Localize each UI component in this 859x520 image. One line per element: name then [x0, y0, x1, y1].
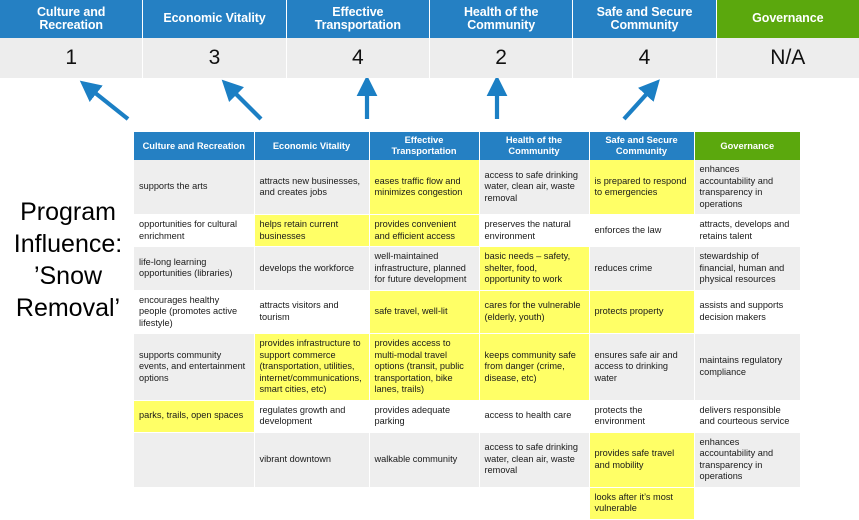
matrix-row: parks, trails, open spaces regulates grow… — [134, 400, 800, 433]
matrix-cell: develops the workforce — [254, 246, 370, 291]
scorecard-score-5: N/A — [770, 46, 806, 69]
matrix-row: opportunities for cultural enrichment hel… — [134, 214, 800, 247]
matrix-row: supports the arts attracts new businesses… — [134, 160, 800, 215]
matrix-cell: helps retain current businesses — [254, 214, 370, 247]
matrix-cell: supports the arts — [134, 160, 255, 215]
matrix-cell: provides convenient and efficient access — [369, 214, 480, 247]
matrix-cell: protects the environment — [589, 400, 695, 433]
matrix-cell: provides safe travel and mobility — [589, 432, 695, 488]
matrix-cell: eases traffic flow and minimizes congest… — [369, 160, 480, 215]
scorecard-score-3: 2 — [430, 38, 574, 78]
matrix-cell: safe travel, well-lit — [369, 290, 480, 334]
matrix-cell: provides adequate parking — [369, 400, 480, 433]
scorecard-header-0: Culture and Recreation — [0, 0, 144, 38]
matrix-header-0: Culture and Recreation — [134, 132, 255, 160]
matrix-cell: enhances accountability and transparency… — [694, 432, 800, 488]
matrix-cell: keeps community safe from danger (crime,… — [479, 333, 590, 401]
matrix-row: encourages healthy people (promotes acti… — [134, 290, 800, 334]
arrow-culture-and-recreation — [79, 80, 130, 121]
caption-line-2: Influence: — [13, 230, 123, 258]
caption-line-3: ’Snow — [33, 262, 103, 290]
arrow-layer — [0, 75, 859, 134]
scorecard-score-row: 1 3 4 2 4 N/A — [0, 38, 859, 78]
matrix-cell — [694, 487, 800, 520]
matrix-cell: cares for the vulnerable (elderly, youth… — [479, 290, 590, 334]
matrix-cell — [134, 487, 255, 520]
caption-line-4: Removal’ — [15, 294, 121, 322]
matrix-cell: access to health care — [479, 400, 590, 433]
matrix-cell: provides access to multi-modal travel op… — [369, 333, 480, 401]
matrix-cell: walkable community — [369, 432, 480, 488]
matrix-cell: parks, trails, open spaces — [134, 400, 255, 433]
matrix-cell: reduces crime — [589, 246, 695, 291]
scorecard-header-3: Health of the Community — [429, 0, 574, 38]
matrix-header-2: Effective Transportation — [369, 132, 480, 160]
matrix-cell: maintains regulatory compliance — [694, 333, 800, 401]
matrix-cell: delivers responsible and courteous servi… — [694, 400, 800, 433]
matrix-header-3: Health of the Community — [479, 132, 590, 160]
matrix-cell: encourages healthy people (promotes acti… — [134, 290, 255, 334]
matrix-cell — [254, 487, 370, 520]
matrix-cell — [134, 432, 255, 488]
matrix-cell: access to safe drinking water, clean air… — [479, 432, 590, 488]
matrix-cell: life-long learning opportunities (librar… — [134, 246, 255, 291]
matrix-cell: enforces the law — [589, 214, 695, 247]
matrix-cell: attracts new businesses, and creates job… — [254, 160, 370, 215]
scorecard-score-2: 4 — [287, 38, 430, 78]
matrix-body: supports the arts attracts new businesses… — [134, 160, 800, 520]
scorecard-score-0: 1 — [0, 38, 144, 78]
scorecard-header-row: Culture and Recreation Economic Vitality E… — [0, 0, 859, 38]
matrix-cell: access to safe drinking water, clean air… — [479, 160, 590, 215]
matrix-header-5: Governance — [694, 132, 800, 160]
scorecard-header-4: Safe and Secure Community — [573, 0, 717, 38]
matrix-row: supports community events, and entertain… — [134, 333, 800, 401]
matrix-cell: is prepared to respond to emergencies — [589, 160, 695, 215]
arrow-safe-and-secure-community — [622, 79, 660, 121]
arrow-economic-vitality — [221, 79, 263, 121]
matrix-cell: basic needs – safety, shelter, food, opp… — [479, 246, 590, 291]
matrix-cell: stewardship of financial, human and phys… — [694, 246, 800, 291]
matrix-cell: ensures safe air and access to drinking … — [589, 333, 695, 401]
matrix-row: looks after it’s most vulnerable — [134, 487, 800, 520]
scorecard-header-1: Economic Vitality — [143, 0, 287, 38]
scorecard-banner: Culture and Recreation Economic Vitality E… — [0, 0, 859, 78]
matrix-row: vibrant downtown walkable community access… — [134, 432, 800, 488]
matrix-cell — [369, 487, 480, 520]
matrix-header-row: Culture and Recreation Economic Vitality E… — [134, 132, 800, 160]
matrix-cell: protects property — [589, 290, 695, 334]
matrix-cell: opportunities for cultural enrichment — [134, 214, 255, 247]
program-influence-matrix: Culture and Recreation Economic Vitality E… — [134, 132, 800, 520]
matrix-cell: provides infrastructure to support comme… — [254, 333, 370, 401]
matrix-cell: assists and supports decision makers — [694, 290, 800, 334]
matrix-cell: preserves the natural environment — [479, 214, 590, 247]
matrix-cell: attracts visitors and tourism — [254, 290, 370, 334]
matrix-cell: attracts, develops and retains talent — [694, 214, 800, 247]
matrix-cell: enhances accountability and transparency… — [694, 160, 800, 215]
scorecard-header-2: Effective Transportation — [286, 0, 430, 38]
matrix-row: life-long learning opportunities (librar… — [134, 246, 800, 291]
matrix-cell: supports community events, and entertain… — [134, 333, 255, 401]
matrix-cell: well-maintained infrastructure, planned … — [369, 246, 480, 291]
matrix-cell — [479, 487, 590, 520]
program-influence-label: Program Influence: ’Snow Removal’ — [4, 196, 132, 324]
scorecard-score-4: 4 — [573, 38, 717, 78]
matrix-header-4: Safe and Secure Community — [589, 132, 695, 160]
caption-line-1: Program — [20, 198, 116, 226]
scorecard-score-1: 3 — [143, 38, 287, 78]
matrix-cell: looks after it’s most vulnerable — [589, 487, 695, 520]
matrix-cell: regulates growth and development — [254, 400, 370, 433]
matrix-cell: vibrant downtown — [254, 432, 370, 488]
matrix-header-1: Economic Vitality — [254, 132, 370, 160]
scorecard-header-5: Governance — [716, 0, 859, 38]
